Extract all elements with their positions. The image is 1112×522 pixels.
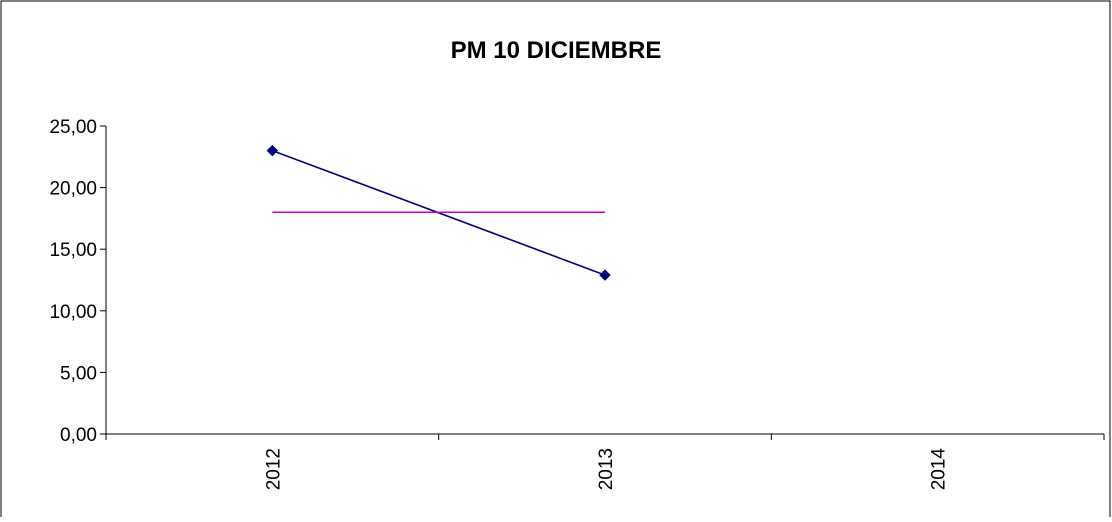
x-tick-label: 2013 xyxy=(596,448,617,490)
y-tick-label: 20,00 xyxy=(49,179,97,200)
x-tick-label: 2012 xyxy=(263,448,284,490)
chart-title: PM 10 DICIEMBRE xyxy=(451,37,662,64)
plot-area: 0,00 5,00 10,00 15,00 20,00 25,00 2012 2013 2014 xyxy=(49,117,1105,491)
x-tick-label: 2014 xyxy=(929,448,950,491)
y-tick-label: 25,00 xyxy=(49,117,97,138)
y-tick-label: 0,00 xyxy=(60,425,97,446)
y-tick-label: 15,00 xyxy=(49,240,97,261)
y-tick-label: 10,00 xyxy=(49,302,97,323)
data-point-marker xyxy=(599,269,611,281)
data-point-marker xyxy=(266,144,279,157)
y-tick-label: 5,00 xyxy=(60,363,97,384)
